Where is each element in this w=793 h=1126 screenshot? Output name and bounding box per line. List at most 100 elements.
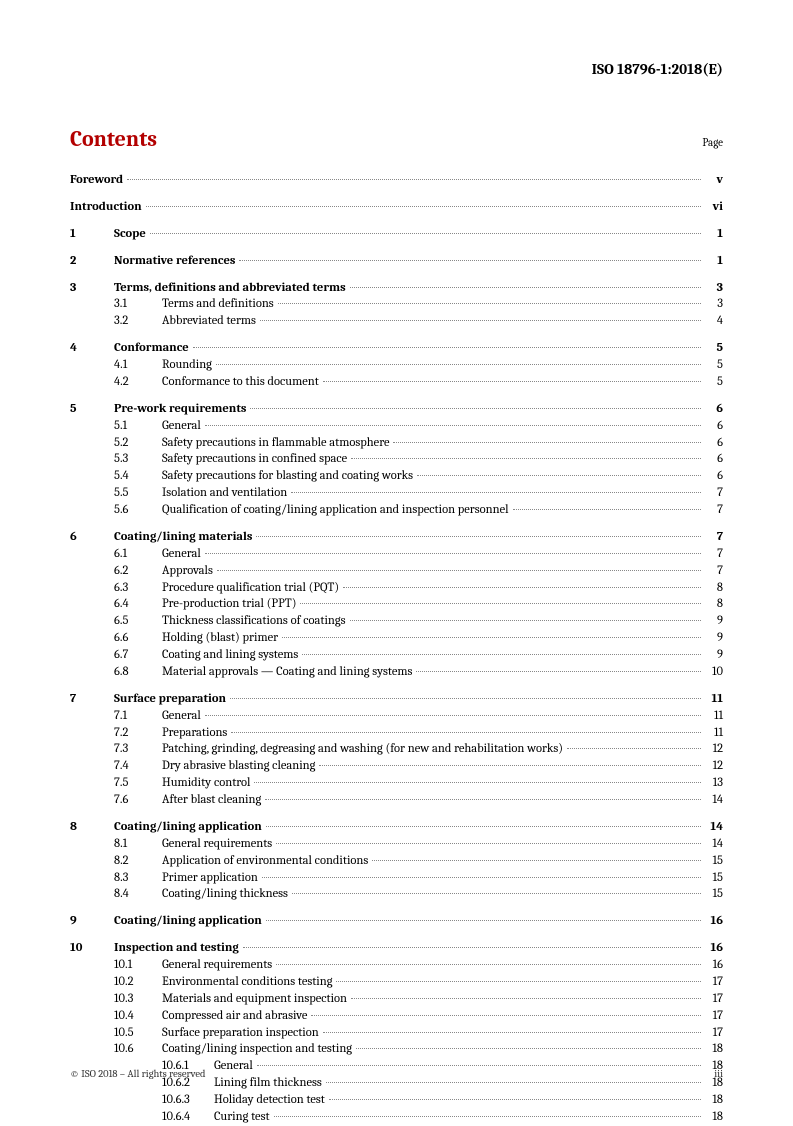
toc-label: Primer application (162, 870, 258, 887)
toc-number: 7.6 (114, 792, 162, 809)
toc-leader (336, 981, 701, 982)
toc-number: 10.5 (114, 1025, 162, 1042)
toc-entry: 5.6Qualification of coating/lining appli… (70, 502, 723, 519)
toc-entry: 7.4Dry abrasive blasting cleaning 12 (70, 758, 723, 775)
toc-leader (276, 964, 701, 965)
toc-entry: 5Pre-work requirements 6 (70, 401, 723, 418)
toc-label: General requirements (162, 957, 272, 974)
toc-entry: 3Terms, definitions and abbreviated term… (70, 280, 723, 297)
toc-number: 6.7 (114, 647, 162, 664)
toc-leader (292, 893, 701, 894)
toc-leader (372, 860, 701, 861)
toc-label: General requirements (162, 836, 272, 853)
toc-page: 9 (705, 613, 723, 630)
toc-number: 8.2 (114, 853, 162, 870)
toc-page: 5 (705, 357, 723, 374)
toc-number: 2 (70, 253, 114, 270)
toc-label: Qualification of coating/lining applicat… (162, 502, 509, 519)
toc-label: Humidity control (162, 775, 250, 792)
toc-page: 18 (705, 1041, 723, 1058)
table-of-contents: ForewordvIntroductionvi1Scope12Normative… (70, 172, 723, 1126)
toc-label: Coating/lining inspection and testing (162, 1041, 352, 1058)
toc-entry: 10.1General requirements16 (70, 957, 723, 974)
toc-entry: 9Coating/lining application16 (70, 913, 723, 930)
toc-label: Material approvals — Coating and lining … (162, 664, 412, 681)
toc-page: 6 (705, 401, 723, 418)
toc-number: 6.2 (114, 563, 162, 580)
toc-label: Environmental conditions testing (162, 974, 332, 991)
toc-label: Holding (blast) primer (162, 630, 278, 647)
toc-number: 4 (70, 340, 114, 357)
toc-page: 16 (705, 913, 723, 930)
toc-entry: 8Coating/lining application14 (70, 819, 723, 836)
toc-number: 10.2 (114, 974, 162, 991)
toc-number: 8.4 (114, 886, 162, 903)
toc-number: 4.1 (114, 357, 162, 374)
toc-entry: 10.5Surface preparation inspection17 (70, 1025, 723, 1042)
toc-leader (350, 620, 701, 621)
toc-number: 1 (70, 226, 114, 243)
toc-number: 8 (70, 819, 114, 836)
toc-leader (150, 233, 701, 234)
toc-leader (265, 799, 701, 800)
toc-entry: 8.3Primer application15 (70, 870, 723, 887)
toc-label: Conformance to this document (162, 374, 319, 391)
toc-number: 3 (70, 280, 114, 297)
toc-entry: 1Scope1 (70, 226, 723, 243)
toc-number: 9 (70, 913, 114, 930)
toc-page: 13 (705, 775, 723, 792)
toc-entry: 10.3Materials and equipment inspection17 (70, 991, 723, 1008)
toc-number: 10 (70, 940, 114, 957)
toc-leader (276, 843, 701, 844)
toc-leader (239, 260, 701, 261)
page-footer: © ISO 2018 – All rights reserved iii (70, 1068, 723, 1080)
toc-number: 7.4 (114, 758, 162, 775)
toc-leader (205, 715, 701, 716)
toc-label: Pre-work requirements (114, 401, 246, 418)
toc-number: 5.5 (114, 485, 162, 502)
toc-entry: 3.2Abbreviated terms4 (70, 313, 723, 330)
toc-label: Rounding (162, 357, 212, 374)
toc-leader (323, 381, 701, 382)
toc-leader (417, 475, 701, 476)
toc-entry: 7.6After blast cleaning14 (70, 792, 723, 809)
toc-number: 3.1 (114, 296, 162, 313)
toc-number: 7.5 (114, 775, 162, 792)
toc-number: 6.4 (114, 596, 162, 613)
toc-page: 3 (705, 296, 723, 313)
toc-label: Curing test (214, 1109, 270, 1126)
toc-leader (217, 570, 701, 571)
toc-number: 6.3 (114, 580, 162, 597)
toc-page: 3 (705, 280, 723, 297)
toc-number: 10.6 (114, 1041, 162, 1058)
toc-number: 10.1 (114, 957, 162, 974)
toc-leader (260, 320, 701, 321)
toc-page: 10 (705, 664, 723, 681)
toc-entry: 8.2Application of environmental conditio… (70, 853, 723, 870)
toc-label: Introduction (70, 199, 142, 216)
toc-label: General (162, 418, 201, 435)
toc-leader (291, 492, 701, 493)
toc-leader (205, 425, 701, 426)
toc-leader (231, 732, 701, 733)
toc-entry: 10.6Coating/lining inspection and testin… (70, 1041, 723, 1058)
toc-label: Approvals (162, 563, 213, 580)
toc-label: Coating/lining thickness (162, 886, 288, 903)
toc-entry: 4Conformance5 (70, 340, 723, 357)
toc-leader (216, 364, 701, 365)
toc-leader (256, 536, 701, 537)
toc-label: Materials and equipment inspection (162, 991, 347, 1008)
toc-label: Safety precautions in confined space (162, 451, 347, 468)
toc-number: 5 (70, 401, 114, 418)
toc-leader (350, 287, 701, 288)
toc-number: 6.8 (114, 664, 162, 681)
toc-leader (343, 587, 701, 588)
toc-label: Isolation and ventilation (162, 485, 287, 502)
toc-page: 12 (705, 758, 723, 775)
toc-page: 15 (705, 870, 723, 887)
toc-entry: 6.8Material approvals — Coating and lini… (70, 664, 723, 681)
toc-label: Scope (114, 226, 146, 243)
toc-label: Thickness classifications of coatings (162, 613, 346, 630)
toc-label: Inspection and testing (114, 940, 239, 957)
toc-label: Dry abrasive blasting cleaning (162, 758, 315, 775)
